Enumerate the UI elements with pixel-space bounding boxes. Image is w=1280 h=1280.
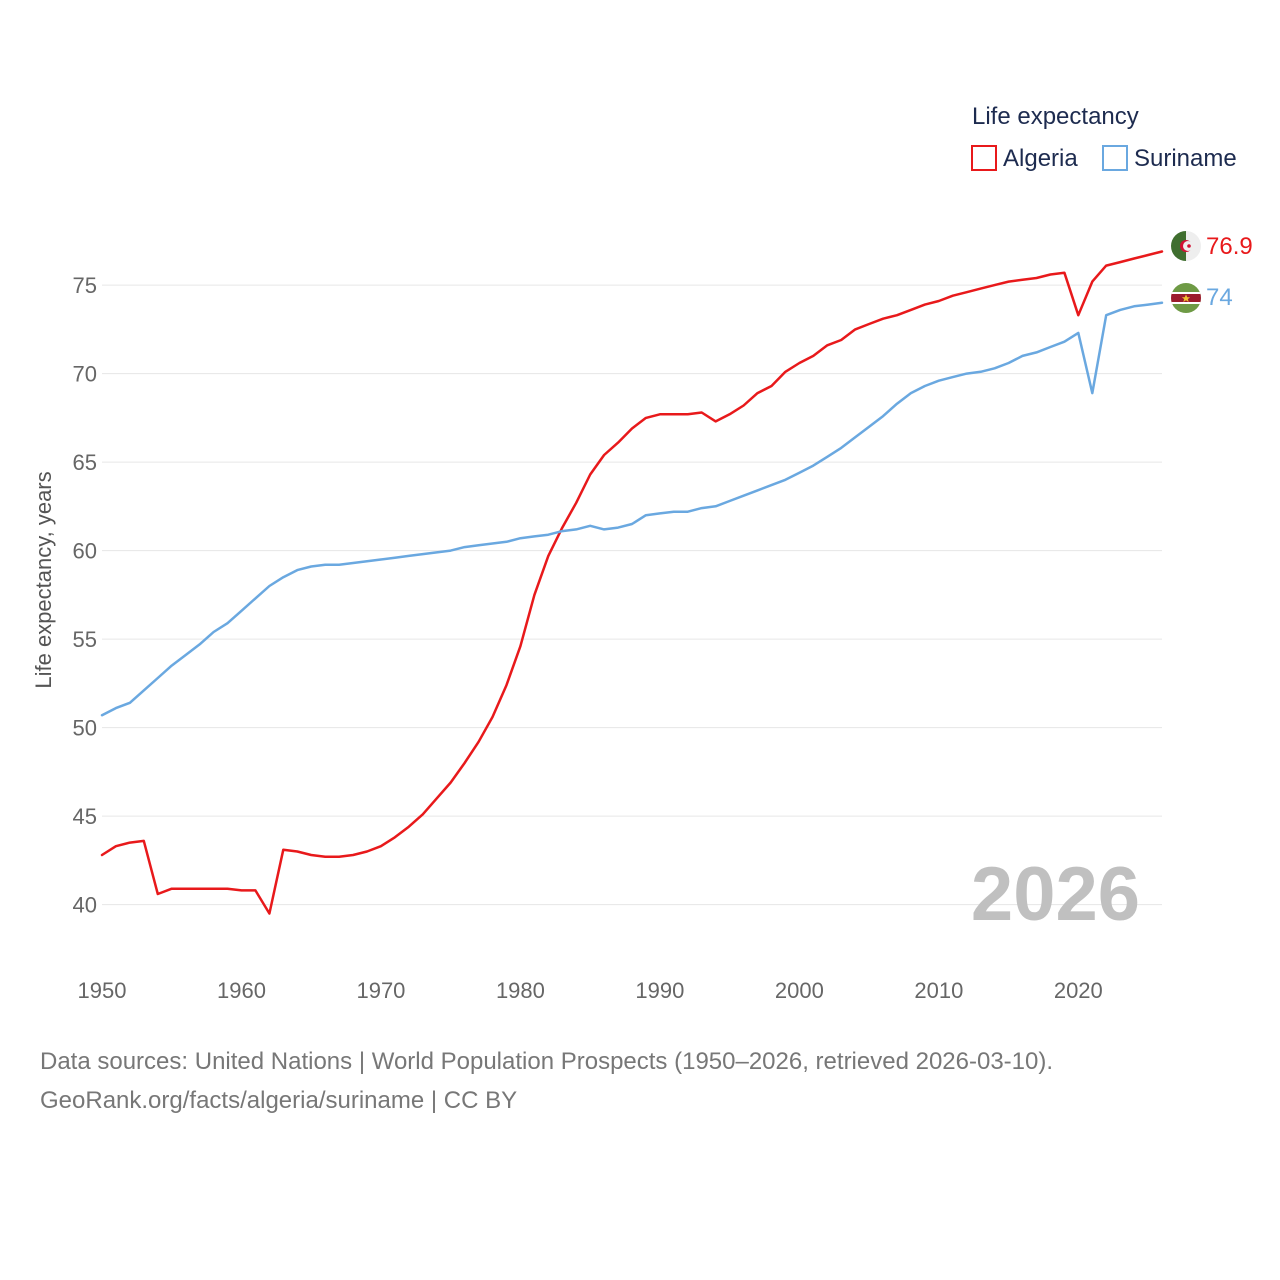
legend-swatch-algeria (971, 145, 997, 171)
source-line-1: Data sources: United Nations | World Pop… (40, 1048, 1054, 1075)
y-axis-title: Life expectancy, years (31, 471, 56, 688)
series-line-algeria (100, 250, 1164, 915)
y-axis-ticks: 40 45 50 55 60 65 70 75 (73, 273, 97, 918)
y-tick-label: 75 (73, 273, 97, 298)
legend-label-suriname: Suriname (1134, 145, 1237, 172)
y-tick-label: 40 (73, 893, 97, 918)
legend-label-algeria: Algeria (1003, 145, 1078, 172)
x-tick-label: 2010 (914, 978, 963, 1003)
gridlines (102, 284, 1162, 906)
source-line-2: GeoRank.org/facts/algeria/suriname | CC … (40, 1087, 518, 1114)
y-tick-label: 70 (73, 362, 97, 387)
suriname-flag-icon (1171, 283, 1201, 313)
y-tick-label: 65 (73, 450, 97, 475)
legend-title: Life expectancy (972, 103, 1139, 130)
x-tick-label: 1990 (635, 978, 684, 1003)
x-tick-label: 1970 (356, 978, 405, 1003)
x-tick-label: 2020 (1054, 978, 1103, 1003)
x-tick-label: 1980 (496, 978, 545, 1003)
algeria-flag-icon (1171, 231, 1201, 261)
x-tick-label: 1950 (78, 978, 127, 1003)
x-tick-label: 1960 (217, 978, 266, 1003)
source-note: Data sources: United Nations | World Pop… (40, 1042, 1240, 1120)
series-lines (100, 250, 1164, 915)
legend: Life expectancy Algeria Suriname (971, 103, 1237, 172)
y-tick-label: 45 (73, 804, 97, 829)
end-label-suriname: 74 (1206, 284, 1233, 311)
end-label-algeria: 76.9 (1206, 233, 1253, 260)
x-tick-label: 2000 (775, 978, 824, 1003)
y-tick-label: 60 (73, 539, 97, 564)
y-tick-label: 50 (73, 716, 97, 741)
x-axis-ticks: 1950 1960 1970 1980 1990 2000 2010 2020 (78, 978, 1103, 1003)
year-watermark: 2026 (971, 852, 1140, 937)
y-tick-label: 55 (73, 627, 97, 652)
series-line-suriname (100, 301, 1164, 717)
legend-swatch-suriname (1102, 145, 1128, 171)
